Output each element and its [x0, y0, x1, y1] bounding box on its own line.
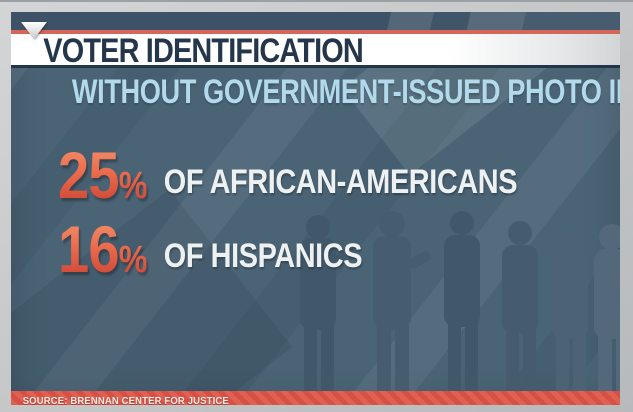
stat-number-digits: 16	[58, 212, 119, 286]
header-strip-streaks	[11, 12, 620, 30]
stat-label-african-americans: OF AFRICAN-AMERICANS	[163, 163, 518, 201]
source-text: SOURCE: BRENNAN CENTER FOR JUSTICE	[22, 395, 229, 405]
graphic-panel: VOTER IDENTIFICATION WITHOUT GOVERNMENT-…	[11, 12, 620, 405]
stat-row-african-americans: 25% OF AFRICAN-AMERICANS	[58, 142, 518, 208]
percent-sign: %	[118, 164, 147, 207]
stat-value-hispanics: 16%	[58, 216, 147, 282]
stat-value-african-americans: 25%	[58, 142, 147, 208]
header-accent-line	[11, 30, 620, 34]
percent-sign: %	[118, 238, 147, 281]
header-strip	[11, 12, 620, 30]
page-title: VOTER IDENTIFICATION	[43, 32, 363, 70]
stat-number-digits: 25	[58, 138, 119, 212]
subtitle: WITHOUT GOVERNMENT-ISSUED PHOTO ID:	[71, 73, 620, 111]
voter-queue-silhouette	[300, 211, 620, 391]
stat-row-hispanics: 16% OF HISPANICS	[58, 216, 363, 282]
stat-label-hispanics: OF HISPANICS	[163, 237, 363, 275]
ribbon-fold-triangle-icon	[21, 22, 47, 39]
title-banner: VOTER IDENTIFICATION	[11, 34, 620, 68]
source-bar: SOURCE: BRENNAN CENTER FOR JUSTICE	[11, 391, 620, 405]
